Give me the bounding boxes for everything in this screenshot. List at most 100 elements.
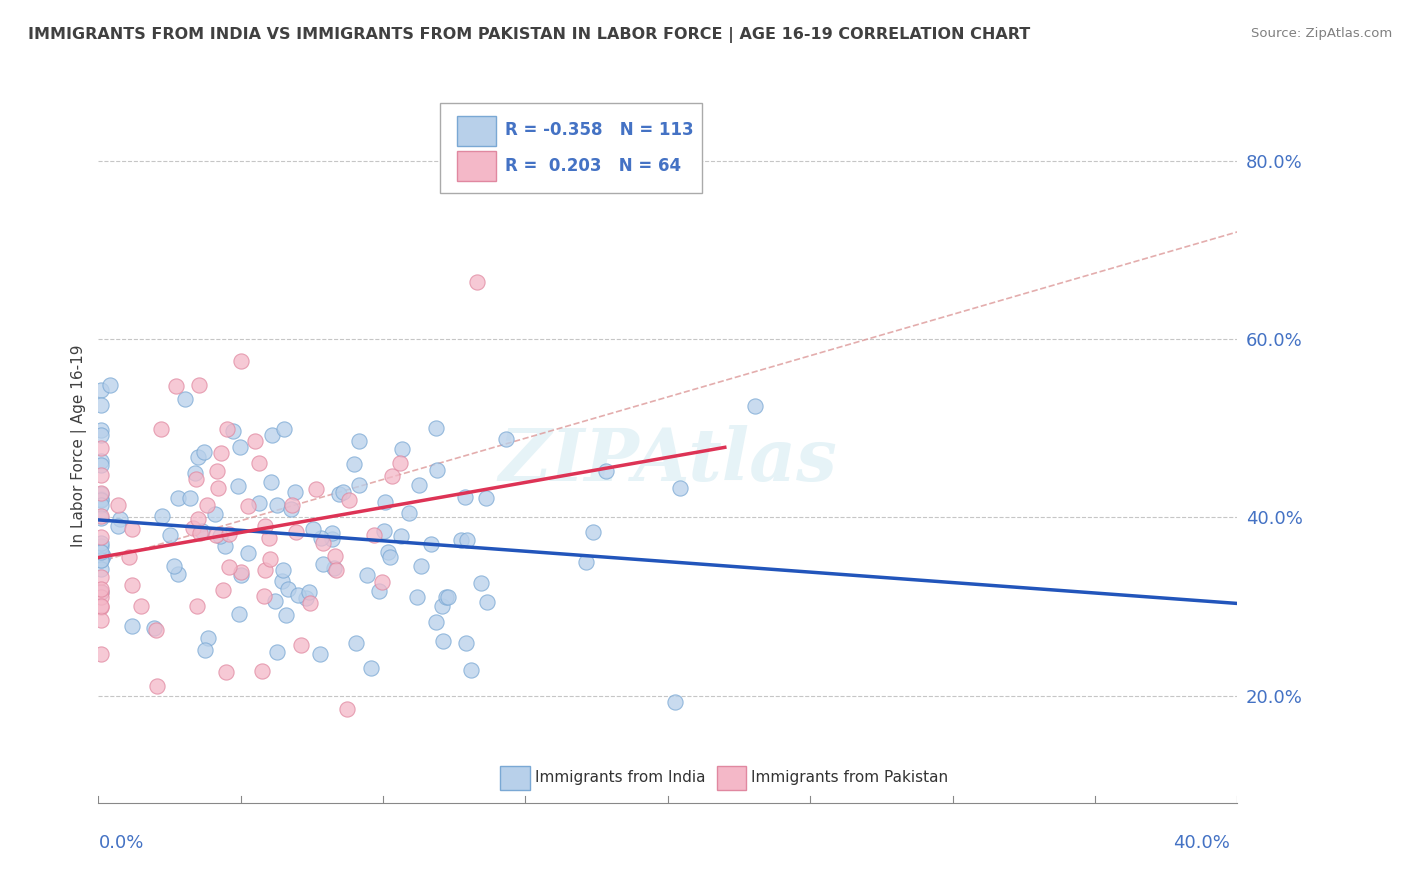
Point bbox=[165, 379, 187, 393]
Text: R =  0.203   N = 64: R = 0.203 N = 64 bbox=[505, 157, 681, 175]
Point bbox=[121, 522, 143, 536]
Point bbox=[356, 567, 378, 582]
Point bbox=[146, 679, 169, 693]
Point bbox=[437, 591, 460, 605]
Point bbox=[90, 423, 112, 437]
Text: 40.0%: 40.0% bbox=[1174, 834, 1230, 852]
Point bbox=[90, 486, 112, 500]
Point bbox=[159, 528, 181, 542]
Point bbox=[211, 582, 233, 597]
Point bbox=[90, 599, 112, 613]
Point bbox=[260, 428, 283, 442]
FancyBboxPatch shape bbox=[457, 116, 496, 145]
Point bbox=[205, 528, 228, 542]
Point bbox=[426, 463, 449, 477]
Point bbox=[229, 354, 252, 368]
Text: Immigrants from India: Immigrants from India bbox=[534, 771, 704, 785]
Point bbox=[217, 422, 239, 436]
Point bbox=[259, 475, 281, 489]
Point bbox=[337, 493, 360, 508]
Point bbox=[179, 491, 201, 505]
Point bbox=[229, 440, 252, 454]
Point bbox=[209, 529, 232, 543]
Point bbox=[389, 529, 412, 543]
Point bbox=[254, 519, 277, 533]
Point bbox=[129, 599, 152, 613]
Point bbox=[90, 384, 112, 398]
Point bbox=[228, 607, 250, 621]
Point bbox=[398, 506, 420, 520]
Point bbox=[405, 590, 427, 604]
Point bbox=[121, 619, 143, 633]
Point bbox=[174, 392, 197, 406]
Point bbox=[373, 524, 395, 538]
Point bbox=[475, 491, 498, 505]
Point bbox=[287, 588, 309, 602]
Point bbox=[90, 529, 112, 543]
Point bbox=[166, 566, 188, 581]
Point bbox=[90, 510, 112, 524]
Point bbox=[107, 498, 129, 512]
Point bbox=[149, 422, 172, 436]
Point bbox=[247, 456, 270, 470]
Point bbox=[231, 566, 253, 580]
Point bbox=[309, 647, 332, 661]
Point bbox=[193, 444, 215, 458]
Point bbox=[254, 563, 277, 577]
Point bbox=[408, 477, 430, 491]
Point bbox=[388, 456, 411, 470]
Point bbox=[259, 552, 281, 566]
Point bbox=[204, 507, 226, 521]
Point bbox=[295, 591, 318, 606]
Point bbox=[669, 482, 692, 496]
Point bbox=[236, 546, 259, 560]
Point bbox=[150, 508, 173, 523]
Text: 0.0%: 0.0% bbox=[98, 834, 143, 852]
Text: IMMIGRANTS FROM INDIA VS IMMIGRANTS FROM PAKISTAN IN LABOR FORCE | AGE 16-19 COR: IMMIGRANTS FROM INDIA VS IMMIGRANTS FROM… bbox=[28, 27, 1031, 43]
Point bbox=[188, 378, 211, 392]
Point bbox=[325, 564, 347, 578]
Point bbox=[332, 485, 354, 500]
Point bbox=[90, 562, 112, 576]
Point bbox=[197, 631, 219, 645]
Point bbox=[284, 485, 307, 500]
Point bbox=[187, 450, 209, 464]
Point bbox=[276, 608, 298, 623]
Point bbox=[107, 518, 129, 533]
Point bbox=[425, 615, 447, 630]
Point bbox=[381, 468, 404, 483]
Point bbox=[470, 576, 492, 591]
Point bbox=[90, 551, 112, 566]
FancyBboxPatch shape bbox=[440, 103, 702, 193]
Point bbox=[299, 596, 322, 610]
FancyBboxPatch shape bbox=[717, 765, 747, 790]
Point bbox=[475, 595, 498, 609]
Text: Source: ZipAtlas.com: Source: ZipAtlas.com bbox=[1251, 27, 1392, 40]
Point bbox=[430, 599, 453, 613]
Point bbox=[207, 481, 229, 495]
Point bbox=[467, 275, 489, 289]
Point bbox=[181, 520, 204, 534]
FancyBboxPatch shape bbox=[457, 152, 496, 181]
Point bbox=[312, 536, 335, 550]
Point bbox=[205, 464, 228, 478]
Point bbox=[434, 590, 457, 604]
Point bbox=[380, 550, 402, 565]
Point bbox=[90, 647, 112, 661]
Point bbox=[118, 549, 141, 564]
Point bbox=[363, 528, 385, 542]
Point bbox=[582, 525, 605, 540]
Point bbox=[595, 464, 617, 478]
Point bbox=[377, 545, 399, 559]
Point bbox=[90, 585, 112, 599]
Point bbox=[367, 584, 389, 599]
Point bbox=[90, 549, 112, 564]
Point bbox=[195, 499, 218, 513]
Point bbox=[252, 664, 274, 678]
Text: Immigrants from Pakistan: Immigrants from Pakistan bbox=[751, 771, 948, 785]
Point bbox=[450, 533, 472, 548]
Point bbox=[90, 509, 112, 524]
Point bbox=[218, 560, 240, 574]
Point bbox=[264, 593, 287, 607]
Point bbox=[143, 621, 166, 635]
